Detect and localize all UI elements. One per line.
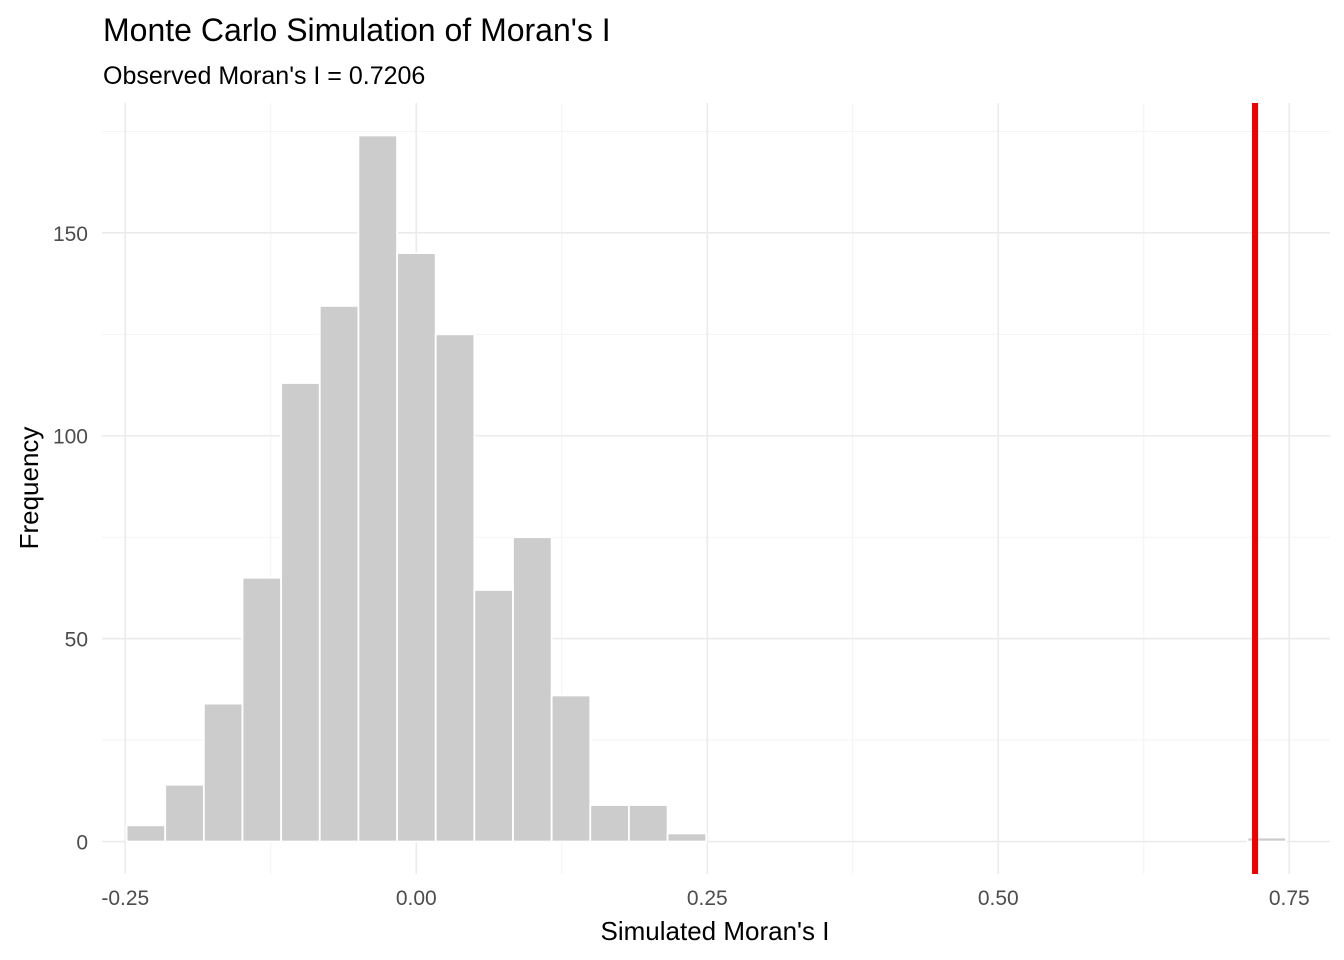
histogram-bar bbox=[357, 134, 398, 843]
y-tick-label: 100 bbox=[53, 426, 88, 449]
chart-subtitle: Observed Moran's I = 0.7206 bbox=[103, 62, 425, 90]
y-axis-ticks: 0 50 100 150 bbox=[53, 223, 88, 855]
histogram-bars bbox=[125, 134, 1287, 843]
x-tick-label: 0.25 bbox=[687, 887, 728, 910]
y-tick-label: 50 bbox=[65, 629, 88, 652]
histogram-bar bbox=[318, 304, 360, 843]
x-tick-label: 0.50 bbox=[978, 887, 1019, 910]
histogram-bar bbox=[589, 804, 630, 843]
x-tick-label: 0.75 bbox=[1269, 887, 1310, 910]
x-axis-ticks: -0.25 0.00 0.25 0.50 0.75 bbox=[101, 887, 1309, 910]
histogram-bar bbox=[396, 252, 437, 843]
histogram-bar bbox=[241, 576, 283, 843]
y-tick-label: 150 bbox=[53, 223, 88, 246]
histogram-bar bbox=[202, 702, 244, 843]
x-axis-title: Simulated Moran's I bbox=[601, 916, 830, 946]
histogram-bar bbox=[512, 536, 553, 843]
histogram-bar bbox=[628, 804, 669, 843]
histogram-bar bbox=[550, 694, 592, 843]
y-axis-title: Frequency bbox=[14, 427, 44, 550]
histogram-bar bbox=[666, 832, 708, 843]
x-tick-label: -0.25 bbox=[101, 887, 149, 910]
histogram-bar bbox=[473, 589, 514, 843]
x-tick-label: 0.00 bbox=[396, 887, 437, 910]
histogram-bar bbox=[125, 824, 167, 843]
histogram-bar bbox=[434, 333, 476, 843]
histogram-bar bbox=[280, 382, 321, 843]
y-tick-label: 0 bbox=[76, 832, 88, 855]
histogram-bar bbox=[1246, 836, 1287, 843]
chart-title: Monte Carlo Simulation of Moran's I bbox=[103, 12, 611, 48]
histogram-bar bbox=[164, 783, 205, 843]
